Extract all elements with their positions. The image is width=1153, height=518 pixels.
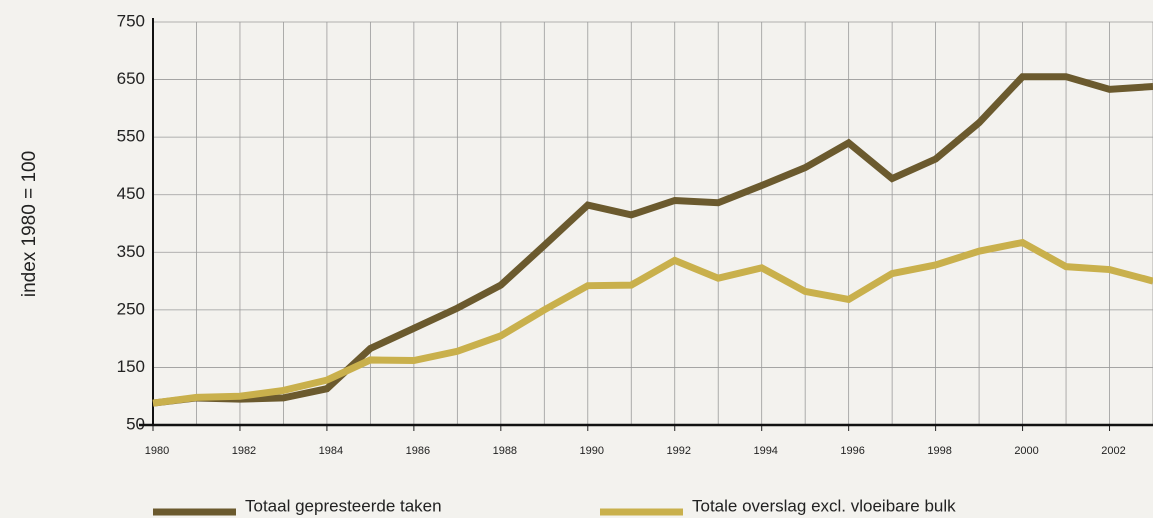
x-tick-label: 2002 (1101, 445, 1125, 457)
x-tick-label: 1984 (319, 445, 343, 457)
series-line (152, 73, 1153, 407)
x-tick-label: 1986 (406, 445, 430, 457)
y-tick-label: 50 (126, 414, 145, 433)
y-tick-label: 250 (117, 299, 145, 318)
x-tick-label: 1988 (493, 445, 517, 457)
x-tick-label: 1980 (145, 445, 169, 457)
x-tick-label: 1994 (753, 445, 777, 457)
y-tick-label: 650 (117, 69, 145, 88)
legend-label: Totaal gepresteerde taken (245, 496, 442, 515)
y-tick-label: 150 (117, 357, 145, 376)
x-tick-label: 1996 (840, 445, 864, 457)
y-tick-label: 550 (117, 127, 145, 146)
x-tick-label: 1982 (232, 445, 256, 457)
y-tick-label: 350 (117, 242, 145, 261)
x-tick-label: 1990 (580, 445, 604, 457)
y-tick-label: 450 (117, 184, 145, 203)
x-tick-label: 1998 (927, 445, 951, 457)
legend-label: Totale overslag excl. vloeibare bulk (692, 496, 956, 515)
x-tick-label: 1992 (666, 445, 690, 457)
y-tick-label: 750 (117, 11, 145, 30)
x-tick-label: 2000 (1014, 445, 1038, 457)
series-line (152, 238, 1153, 407)
y-axis-label: index 1980 = 100 (19, 151, 40, 297)
